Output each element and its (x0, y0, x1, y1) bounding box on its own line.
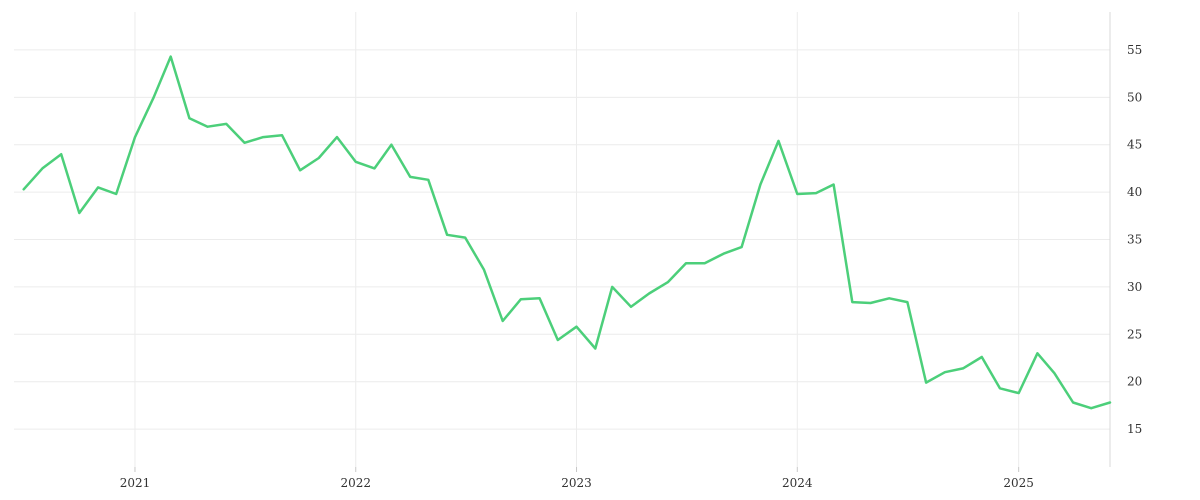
y-tick-label: 40 (1127, 185, 1142, 199)
y-tick-label: 35 (1127, 233, 1142, 247)
y-tick-label: 45 (1127, 138, 1142, 152)
y-tick-label: 20 (1127, 375, 1142, 389)
x-tick-label: 2024 (782, 476, 813, 490)
y-tick-label: 55 (1127, 43, 1142, 57)
y-tick-label: 25 (1127, 327, 1142, 341)
x-tick-label: 2022 (340, 476, 371, 490)
y-tick-label: 50 (1127, 90, 1142, 104)
x-tick-label: 2023 (561, 476, 592, 490)
series-layer (22, 55, 1112, 410)
y-tick-label: 30 (1127, 280, 1142, 294)
x-tick-label: 2021 (120, 476, 151, 490)
x-tick-label: 2025 (1003, 476, 1034, 490)
series-line (22, 55, 1112, 410)
y-tick-label: 15 (1127, 422, 1142, 436)
